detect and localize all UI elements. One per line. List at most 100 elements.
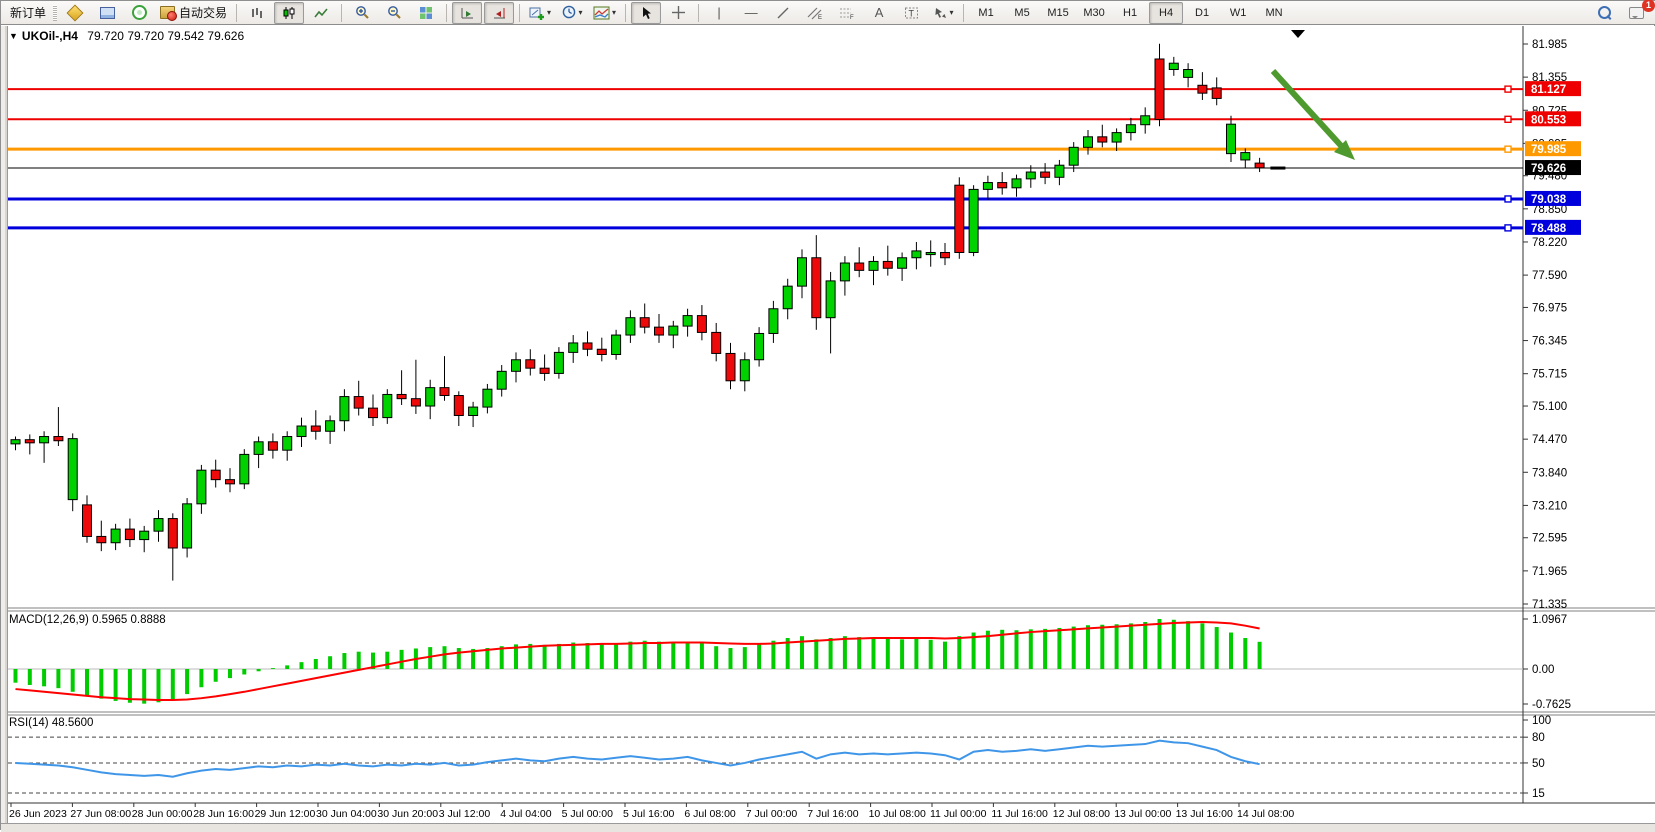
fibonacci-icon[interactable]: F	[832, 2, 862, 24]
timeframe-button-H4[interactable]: H4	[1149, 1, 1184, 24]
svg-text:79.038: 79.038	[1531, 194, 1567, 206]
svg-text:81.127: 81.127	[1531, 84, 1566, 96]
svg-text:71.965: 71.965	[1532, 566, 1567, 578]
timeframe-button-M15[interactable]: M15	[1047, 6, 1069, 19]
svg-text:30 Jun 04:00: 30 Jun 04:00	[316, 808, 377, 820]
rsi-value: 48.5600	[51, 717, 94, 729]
periods-caret[interactable]: ▾	[578, 8, 583, 17]
chat-bubble-icon	[1628, 6, 1644, 19]
svg-text:T: T	[908, 8, 914, 18]
svg-text:28 Jun 16:00: 28 Jun 16:00	[193, 808, 254, 820]
svg-text:28 Jun 00:00: 28 Jun 00:00	[132, 808, 193, 820]
auto-trading-icon	[160, 6, 178, 21]
profile-icon[interactable]	[92, 2, 122, 24]
svg-text:79.985: 79.985	[1531, 144, 1567, 156]
periods-clock-icon[interactable]: ▾	[557, 2, 587, 24]
rsi-indicator-label: RSI(14) 48.5600	[9, 717, 94, 729]
collapse-triangle-icon[interactable]: ▼	[9, 31, 18, 41]
bar-chart-icon[interactable]	[242, 2, 272, 24]
notification-badge: 1	[1642, 0, 1655, 12]
svg-text:5 Jul 00:00: 5 Jul 00:00	[562, 808, 614, 820]
notifications-button[interactable]: 1	[1621, 0, 1655, 24]
timeframe-button-M1[interactable]: M1	[978, 6, 994, 19]
svg-text:0.00: 0.00	[1532, 664, 1554, 676]
macd-signal-value: 0.8888	[130, 614, 166, 626]
svg-text:71.335: 71.335	[1532, 599, 1567, 611]
svg-text:81.985: 81.985	[1532, 39, 1567, 51]
svg-text:27 Jun 08:00: 27 Jun 08:00	[70, 808, 131, 820]
tile-windows-icon[interactable]	[411, 2, 441, 24]
channel-icon[interactable]: E	[800, 2, 830, 24]
svg-text:78.220: 78.220	[1532, 237, 1567, 249]
ohlc-open: 79.720	[87, 29, 124, 43]
svg-text:7 Jul 16:00: 7 Jul 16:00	[807, 808, 859, 820]
zoom-out-icon[interactable]	[379, 2, 409, 24]
timeframe-button-D1[interactable]: D1	[1195, 6, 1210, 19]
svg-text:73.210: 73.210	[1532, 500, 1567, 512]
svg-text:7 Jul 00:00: 7 Jul 00:00	[746, 808, 798, 820]
text-label-icon[interactable]: T	[896, 2, 926, 24]
svg-text:50: 50	[1532, 758, 1545, 770]
svg-text:13 Jul 16:00: 13 Jul 16:00	[1176, 808, 1233, 820]
text-icon[interactable]: A	[874, 5, 884, 20]
svg-text:11 Jul 16:00: 11 Jul 16:00	[991, 808, 1048, 820]
horizontal-line-icon[interactable]: —	[744, 5, 758, 20]
search-icon[interactable]	[1589, 2, 1619, 24]
svg-text:73.840: 73.840	[1532, 467, 1567, 479]
timeframe-button-MN[interactable]: MN	[1265, 6, 1283, 19]
vertical-line-icon[interactable]: |	[717, 5, 721, 20]
timeframe-button-M5[interactable]: M5	[1014, 6, 1030, 19]
new-chart-caret[interactable]: ▾	[547, 8, 552, 17]
symbols-prism-icon[interactable]	[60, 2, 90, 24]
svg-text:75.100: 75.100	[1532, 401, 1567, 413]
svg-text:3 Jul 12:00: 3 Jul 12:00	[439, 808, 491, 820]
svg-text:78.488: 78.488	[1531, 223, 1567, 235]
toolbar-grip	[53, 4, 58, 21]
svg-text:78.850: 78.850	[1532, 204, 1567, 216]
svg-text:1.0967: 1.0967	[1532, 614, 1567, 626]
svg-text:F: F	[850, 15, 854, 20]
ohlc-low: 79.542	[167, 29, 205, 43]
svg-text:11 Jul 00:00: 11 Jul 00:00	[930, 808, 987, 820]
auto-scroll-icon[interactable]	[452, 1, 483, 24]
svg-text:10 Jul 08:00: 10 Jul 08:00	[869, 808, 926, 820]
line-chart-icon[interactable]	[306, 2, 336, 24]
chart-shift-marker-icon	[1291, 30, 1305, 38]
timeframe-button-H1[interactable]: H1	[1123, 6, 1138, 19]
trendline-icon[interactable]	[768, 2, 798, 24]
svg-text:30 Jun 20:00: 30 Jun 20:00	[377, 808, 438, 820]
new-order-button[interactable]: 新订单	[10, 6, 47, 20]
cursor-icon[interactable]	[631, 1, 662, 24]
svg-text:80: 80	[1532, 732, 1545, 744]
timeframe-group: M1 M5 M15 M30 H1 H4 D1 W1 MN	[968, 1, 1292, 24]
svg-text:29 Jun 12:00: 29 Jun 12:00	[255, 808, 316, 820]
timeframe-button-W1[interactable]: W1	[1229, 6, 1247, 19]
auto-trading-button[interactable]: 自动交易	[156, 2, 231, 24]
macd-value: 0.5965	[92, 614, 128, 626]
macd-indicator-label: MACD(12,26,9) 0.5965 0.8888	[9, 614, 166, 626]
zoom-in-icon[interactable]	[347, 2, 377, 24]
svg-text:6 Jul 08:00: 6 Jul 08:00	[684, 808, 736, 820]
symbol-name: UKOil-,H4	[21, 29, 78, 43]
arrows-caret[interactable]: ▾	[949, 8, 954, 17]
signals-icon[interactable]	[124, 2, 154, 24]
main-toolbar: 新订单 自动交易 ▾ ▾ ▾	[1, 0, 1655, 25]
svg-text:76.975: 76.975	[1532, 302, 1567, 314]
new-chart-icon[interactable]: ▾	[525, 2, 555, 24]
svg-text:74.470: 74.470	[1532, 434, 1567, 446]
svg-text:15: 15	[1532, 788, 1545, 800]
svg-text:E: E	[818, 15, 822, 20]
chart-symbol-header: ▼ UKOil-,H4 79.720 79.720 79.542 79.626	[9, 29, 244, 43]
candlestick-chart-icon[interactable]	[274, 1, 305, 24]
ohlc-high: 79.720	[127, 29, 165, 43]
chart-shift-icon[interactable]	[484, 1, 515, 24]
svg-text:14 Jul 08:00: 14 Jul 08:00	[1237, 808, 1294, 820]
svg-text:5 Jul 16:00: 5 Jul 16:00	[623, 808, 675, 820]
crosshair-icon[interactable]	[663, 2, 693, 24]
arrows-tool-icon[interactable]: ▾	[928, 2, 958, 24]
indicators-icon[interactable]: ▾	[589, 2, 620, 24]
indicators-caret[interactable]: ▾	[612, 8, 617, 17]
timeframe-button-M30[interactable]: M30	[1083, 6, 1105, 19]
